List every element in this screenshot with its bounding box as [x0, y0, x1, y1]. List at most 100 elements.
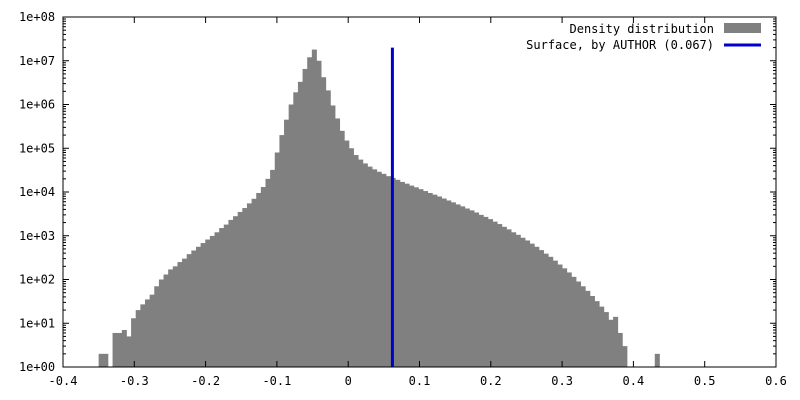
histogram-bar [274, 152, 280, 367]
histogram-bar [603, 312, 609, 367]
y-tick-label: 1e+01 [19, 316, 55, 330]
histogram-bar [246, 203, 252, 367]
histogram-bar [362, 163, 368, 367]
histogram-bar [367, 166, 373, 367]
histogram-bar [608, 319, 614, 367]
histogram-bar [529, 243, 535, 367]
histogram-bar [594, 301, 600, 367]
histogram-bar [622, 346, 628, 367]
histogram-bar [506, 229, 512, 367]
histogram-bar [316, 60, 322, 367]
histogram-bar [562, 268, 568, 367]
histogram-bar [552, 260, 558, 367]
histogram-bar [154, 286, 160, 367]
x-tick-label: -0.2 [191, 374, 220, 388]
histogram-bar [599, 306, 605, 367]
histogram-bar [307, 57, 313, 367]
histogram-bar [191, 250, 197, 367]
histogram-bar [566, 272, 572, 367]
legend: Density distribution Surface, by AUTHOR … [526, 22, 761, 52]
histogram-bar [233, 216, 239, 367]
histogram-bar [237, 211, 243, 367]
histogram-bar [399, 181, 405, 367]
histogram-bar [168, 269, 174, 367]
x-tick-label: -0.1 [262, 374, 291, 388]
bars-layer [98, 49, 660, 368]
y-tick-label: 1e+05 [19, 141, 55, 155]
histogram-bar [149, 294, 155, 367]
histogram-bar [501, 226, 507, 367]
histogram-bar [297, 81, 303, 367]
histogram-bar [348, 148, 354, 367]
histogram-bar [335, 118, 341, 367]
histogram-bar [209, 235, 215, 367]
histogram-bar [423, 191, 429, 367]
histogram-bar [112, 332, 118, 367]
x-tick-label: 0 [345, 374, 352, 388]
histogram-bar [186, 254, 192, 367]
histogram-bar [585, 290, 591, 367]
histogram-bar [376, 171, 382, 367]
histogram-bar [302, 68, 308, 367]
histogram-bar [158, 279, 164, 367]
histogram-bar [353, 155, 359, 367]
histogram-bar [126, 336, 132, 367]
histogram-bar [228, 219, 234, 367]
histogram-bar [487, 219, 493, 367]
histogram-bar [135, 310, 141, 367]
histogram-bar [580, 286, 586, 367]
histogram-bar [525, 240, 531, 367]
histogram-bar [293, 92, 299, 368]
histogram-bar [548, 256, 554, 367]
histogram-bar [534, 246, 540, 367]
x-tick-label: 0.3 [551, 374, 573, 388]
histogram-bar [409, 185, 415, 367]
histogram-bar [200, 243, 206, 367]
histogram-bar [474, 212, 480, 367]
histogram-bar [613, 316, 619, 367]
x-tick-label: 0.2 [480, 374, 502, 388]
histogram-bar [497, 224, 503, 367]
histogram-bar [450, 202, 456, 367]
legend-label-surface: Surface, by AUTHOR (0.067) [526, 38, 714, 52]
histogram-bar [223, 224, 229, 367]
histogram-bar [117, 332, 123, 367]
legend-swatch-density [724, 23, 761, 33]
histogram-bar [617, 332, 623, 367]
histogram-bar [103, 353, 109, 367]
histogram-bar [483, 216, 489, 367]
histogram-bar [339, 130, 345, 367]
histogram-bar [163, 274, 169, 367]
histogram-bar [654, 353, 660, 367]
histogram-bar [140, 304, 146, 367]
histogram-bar [413, 187, 419, 367]
histogram-bar [182, 258, 188, 367]
histogram-bar [469, 210, 475, 367]
histogram-bar [395, 179, 401, 367]
histogram-bar [260, 187, 266, 367]
histogram-bar [195, 246, 201, 367]
histogram-bar [279, 135, 285, 367]
histogram-bar [441, 198, 447, 367]
tick-labels-layer: -0.4 -0.3 -0.2 -0.1 0 0.1 0.2 0.3 0.4 0.5 0.6 1e+00… [19, 10, 787, 388]
histogram-bar [385, 176, 392, 367]
histogram-bar [242, 208, 248, 367]
histogram-bar [571, 276, 577, 367]
y-tick-label: 1e+06 [19, 98, 55, 112]
y-tick-label: 1e+07 [19, 54, 55, 68]
histogram-bar [436, 196, 442, 367]
y-tick-label: 1e+04 [19, 185, 55, 199]
histogram-bar [284, 119, 290, 367]
histogram-bar [460, 206, 466, 367]
histogram-bar [446, 200, 452, 367]
histogram-bar [404, 183, 410, 367]
histogram-bar [131, 318, 137, 367]
histogram-bar [576, 281, 582, 367]
histogram-bar [98, 353, 104, 367]
histogram-bar [492, 221, 498, 367]
histogram-bar [464, 208, 470, 367]
histogram-bar [311, 49, 317, 367]
histogram-bar [543, 253, 549, 367]
histogram-bar [251, 198, 257, 367]
x-tick-label: 0.1 [409, 374, 431, 388]
